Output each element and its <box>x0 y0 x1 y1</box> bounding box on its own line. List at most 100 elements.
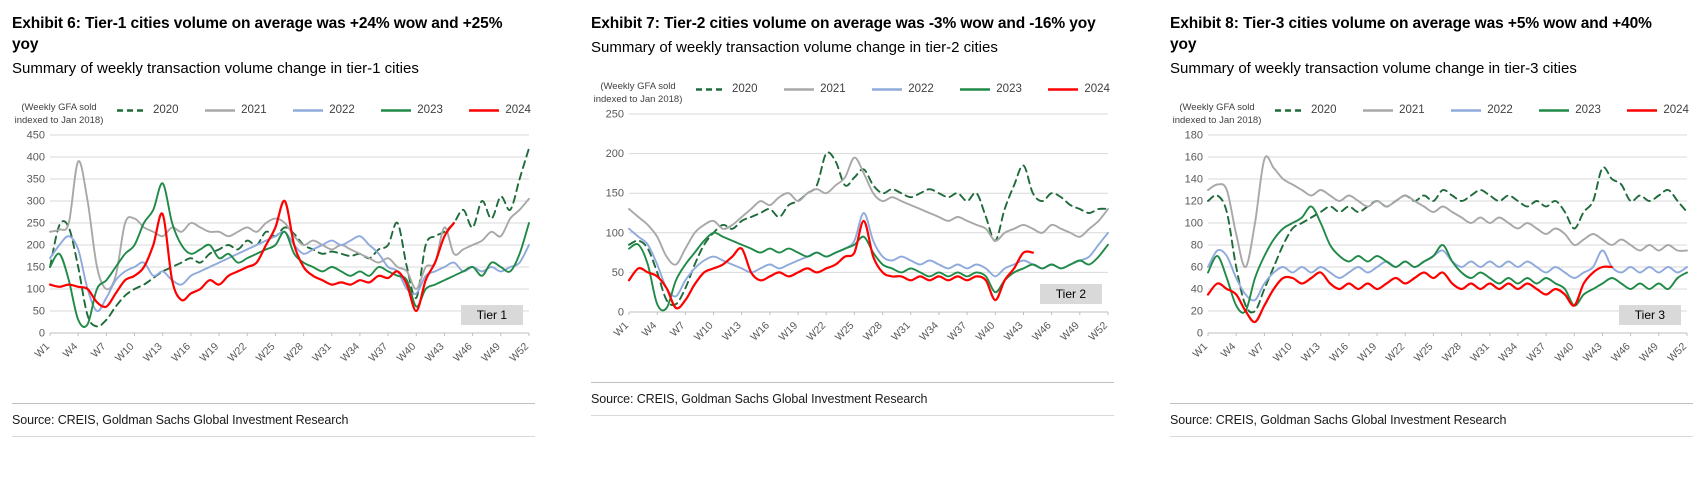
legend-line-swatch <box>293 109 324 112</box>
legend-item-2020: 2020 <box>695 83 758 95</box>
svg-text:W46: W46 <box>451 341 475 365</box>
svg-text:250: 250 <box>27 218 45 230</box>
legend-item-2022: 2022 <box>871 83 934 95</box>
svg-text:W28: W28 <box>861 320 885 344</box>
svg-text:W10: W10 <box>113 341 137 365</box>
svg-text:0: 0 <box>618 307 624 319</box>
exhibit-panel-tier1: Exhibit 6: Tier-1 cities volume on avera… <box>12 14 535 438</box>
source-text: Source: CREIS, Goldman Sachs Global Inve… <box>591 392 928 407</box>
source-text: Source: CREIS, Goldman Sachs Global Inve… <box>12 413 349 428</box>
legend-label: 2020 <box>732 83 758 96</box>
svg-text:W28: W28 <box>1440 341 1464 365</box>
svg-text:W4: W4 <box>640 320 660 340</box>
legend-label: 2023 <box>1575 104 1601 117</box>
legend-item-2022: 2022 <box>1450 104 1513 116</box>
svg-text:50: 50 <box>612 267 624 279</box>
legend-line-swatch <box>1275 109 1305 112</box>
divider <box>591 415 1114 417</box>
line-chart-tier2: 0 50 100 150 200 250 W1 W4 W7 W10 W13 W16 W19 W22 W25 W… <box>591 106 1114 358</box>
svg-text:180: 180 <box>1185 130 1203 142</box>
svg-text:450: 450 <box>27 130 45 142</box>
legend-item-2020: 2020 <box>116 104 179 116</box>
svg-text:W52: W52 <box>1665 341 1689 365</box>
source-text: Source: CREIS, Goldman Sachs Global Inve… <box>1170 413 1507 428</box>
svg-text:100: 100 <box>1185 218 1203 230</box>
svg-text:0: 0 <box>39 328 45 340</box>
legend-line-swatch <box>960 88 991 91</box>
legend-item-2023: 2023 <box>1538 104 1601 116</box>
svg-text:W13: W13 <box>720 320 744 344</box>
legend-row: (Weekly GFA sold indexed to Jan 2018) 20… <box>591 81 1114 106</box>
svg-text:W25: W25 <box>254 341 278 365</box>
svg-text:W43: W43 <box>1581 341 1605 365</box>
svg-text:W10: W10 <box>692 320 716 344</box>
exhibit-subtitle: Summary of weekly transaction volume cha… <box>1170 59 1577 77</box>
legend-label: 2021 <box>1399 104 1425 117</box>
legend-item-2024: 2024 <box>1047 83 1110 95</box>
legend-line-swatch <box>872 88 903 91</box>
line-chart-tier3: 0 20 40 60 80 100 120 140 160 180 W1 W4 W7 W10 W13 W16 W… <box>1170 127 1693 379</box>
legend-item-2020: 2020 <box>1274 104 1337 116</box>
svg-text:W1: W1 <box>32 341 52 361</box>
tier-badge: Tier 1 <box>460 305 523 326</box>
svg-text:W40: W40 <box>974 320 998 344</box>
legend-line-swatch <box>381 109 412 112</box>
legend-line-swatch <box>784 88 815 91</box>
legend-line-swatch <box>1048 88 1079 91</box>
legend-label: 2021 <box>820 83 846 96</box>
legend-line-swatch <box>696 88 726 91</box>
svg-text:W1: W1 <box>611 320 631 340</box>
exhibit-panel-tier2: Exhibit 7: Tier-2 cities volume on avera… <box>591 14 1114 437</box>
svg-text:W16: W16 <box>169 341 193 365</box>
svg-text:W25: W25 <box>1412 341 1436 365</box>
tier-badge: Tier 2 <box>1039 284 1102 305</box>
svg-text:W4: W4 <box>1219 341 1239 361</box>
legend-label: 2024 <box>505 104 531 117</box>
svg-text:W34: W34 <box>338 341 362 365</box>
legend-label: 2022 <box>1487 104 1513 117</box>
line-chart-tier1: 0 50 100 150 200 250 300 350 400 450 W1 W4 W7 W10 W13 W… <box>12 127 535 379</box>
legend-row: (Weekly GFA sold indexed to Jan 2018) 20… <box>1170 102 1693 127</box>
divider <box>591 382 1114 384</box>
chart-legend: 2020 2021 2022 2023 2024 <box>106 102 535 116</box>
svg-text:W19: W19 <box>197 341 221 365</box>
legend-label: 2023 <box>996 83 1022 96</box>
svg-text:W49: W49 <box>1058 320 1082 344</box>
svg-text:W34: W34 <box>917 320 941 344</box>
legend-item-2023: 2023 <box>380 104 443 116</box>
svg-text:W22: W22 <box>226 341 250 365</box>
svg-text:W16: W16 <box>748 320 772 344</box>
svg-text:20: 20 <box>1191 306 1203 318</box>
svg-text:W25: W25 <box>833 320 857 344</box>
svg-text:W49: W49 <box>479 341 503 365</box>
legend-line-swatch <box>1363 109 1394 112</box>
legend-item-2023: 2023 <box>959 83 1022 95</box>
svg-text:W52: W52 <box>507 341 531 365</box>
legend-label: 2022 <box>908 83 934 96</box>
svg-text:W31: W31 <box>1468 341 1492 365</box>
legend-item-2021: 2021 <box>1362 104 1425 116</box>
svg-text:160: 160 <box>1185 152 1203 164</box>
svg-text:W52: W52 <box>1086 320 1110 344</box>
exhibit-title: Exhibit 8: Tier-3 cities volume on avera… <box>1170 15 1652 53</box>
legend-label: 2021 <box>241 104 267 117</box>
svg-text:100: 100 <box>27 284 45 296</box>
svg-text:W7: W7 <box>89 341 109 361</box>
legend-item-2022: 2022 <box>292 104 355 116</box>
legend-item-2021: 2021 <box>204 104 267 116</box>
svg-text:50: 50 <box>33 306 45 318</box>
svg-text:W7: W7 <box>1247 341 1267 361</box>
exhibit-title: Exhibit 6: Tier-1 cities volume on avera… <box>12 15 503 53</box>
svg-text:W22: W22 <box>1384 341 1408 365</box>
divider <box>12 403 535 405</box>
legend-label: 2020 <box>153 104 179 117</box>
svg-text:W49: W49 <box>1637 341 1661 365</box>
legend-line-swatch <box>205 109 236 112</box>
svg-text:W37: W37 <box>945 320 969 344</box>
svg-text:W7: W7 <box>668 320 688 340</box>
legend-item-2024: 2024 <box>1626 104 1689 116</box>
svg-text:60: 60 <box>1191 262 1203 274</box>
legend-label: 2023 <box>417 104 443 117</box>
